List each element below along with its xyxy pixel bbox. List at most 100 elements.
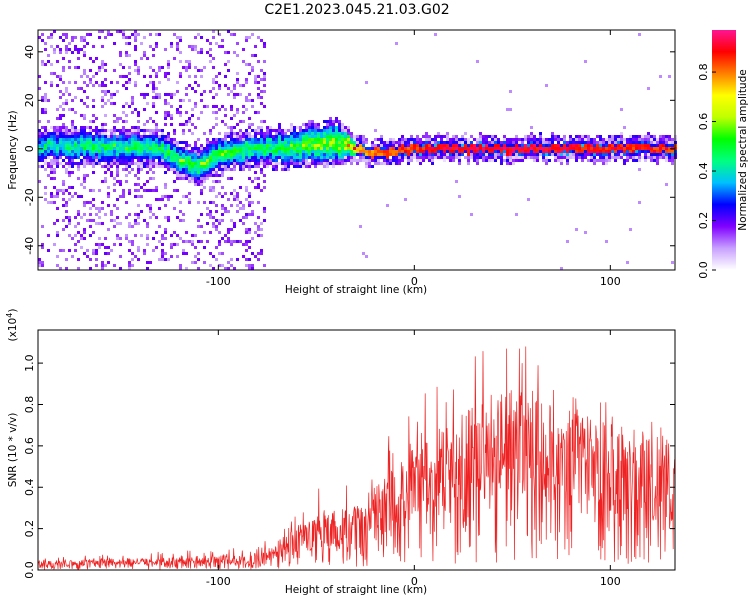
spectrogram-cell: [56, 195, 59, 198]
spectrogram-cell: [80, 129, 83, 132]
spectrogram-cell: [260, 102, 263, 105]
spectrogram-cell: [221, 39, 224, 42]
spectrogram-cell: [530, 153, 533, 156]
spectrogram-cell: [227, 51, 230, 54]
spectrogram-cell: [44, 132, 47, 135]
spectrogram-cell: [152, 87, 155, 90]
spectrogram-cell: [209, 252, 212, 255]
spectrogram-cell: [209, 171, 212, 174]
spectrogram-cell: [626, 261, 629, 264]
spectrogram-cell: [371, 147, 374, 150]
spectrogram-cell: [218, 231, 221, 234]
spectrogram-cell: [77, 147, 80, 150]
spectrogram-cell: [110, 81, 113, 84]
spectrogram-cell: [341, 126, 344, 129]
spectrogram-cell: [473, 147, 476, 150]
spectrogram-cell: [62, 198, 65, 201]
spectrogram-cell: [185, 231, 188, 234]
spectrogram-cell: [122, 30, 125, 33]
spectrogram-cell: [50, 159, 53, 162]
spectrogram-cell: [95, 150, 98, 153]
spectrogram-cell: [104, 252, 107, 255]
spectrogram-cell: [578, 153, 581, 156]
spectrogram-cell: [119, 147, 122, 150]
spectrogram-cell: [557, 153, 560, 156]
spectrogram-cell: [254, 153, 257, 156]
spectrogram-cell: [467, 153, 470, 156]
spectrogram-cell: [251, 213, 254, 216]
spectrogram-cell: [50, 165, 53, 168]
spectrogram-cell: [215, 75, 218, 78]
spectrogram-cell: [410, 138, 413, 141]
spectrogram-cell: [131, 102, 134, 105]
spectrogram-cell: [197, 159, 200, 162]
spectrogram-cell: [503, 159, 506, 162]
spectrogram-cell: [407, 162, 410, 165]
spectrogram-cell: [452, 135, 455, 138]
spectrogram-cell: [95, 252, 98, 255]
spectrogram-cell: [92, 144, 95, 147]
spectrogram-cell: [191, 168, 194, 171]
spectrogram-cell: [50, 150, 53, 153]
spectrogram-cell: [128, 150, 131, 153]
spectrogram-cell: [233, 114, 236, 117]
spectrogram-cell: [479, 147, 482, 150]
spectrogram-cell: [200, 213, 203, 216]
spectrogram-cell: [494, 153, 497, 156]
spectrogram-cell: [608, 156, 611, 159]
spectrogram-cell: [512, 141, 515, 144]
spectrogram-cell: [146, 237, 149, 240]
spectrogram-cell: [554, 150, 557, 153]
spectrogram-cell: [248, 228, 251, 231]
spectrogram-cell: [125, 42, 128, 45]
spectrogram-cell: [47, 150, 50, 153]
spectrogram-cell: [335, 159, 338, 162]
spectrogram-cell: [329, 159, 332, 162]
spectrogram-cell: [335, 144, 338, 147]
spectrogram-cell: [440, 141, 443, 144]
spectrogram-cell: [317, 159, 320, 162]
spectrogram-cell: [233, 84, 236, 87]
spectrogram-cell: [152, 120, 155, 123]
spectrogram-cell: [419, 150, 422, 153]
spectrogram-cell: [92, 135, 95, 138]
spectrogram-cell: [101, 63, 104, 66]
spectrogram-cell: [158, 141, 161, 144]
spectrogram-cell: [614, 156, 617, 159]
spectrogram-cell: [314, 162, 317, 165]
spectrogram-cell: [620, 135, 623, 138]
spectrogram-cell: [62, 153, 65, 156]
spectrogram-y-axis-title: Frequency (Hz): [7, 110, 19, 189]
spectrogram-cell: [263, 105, 266, 108]
spectrogram-cell: [44, 147, 47, 150]
spectrogram-cell: [152, 162, 155, 165]
spectrogram-cell: [275, 150, 278, 153]
spectrogram-cell: [614, 141, 617, 144]
spectrogram-cell: [74, 216, 77, 219]
spectrogram-cell: [248, 126, 251, 129]
spectrogram-cell: [215, 138, 218, 141]
spectrogram-cell: [206, 162, 209, 165]
spectrogram-cell: [293, 156, 296, 159]
spectrogram-cell: [551, 150, 554, 153]
spectrogram-cell: [164, 138, 167, 141]
spectrogram-cell: [278, 147, 281, 150]
spectrogram-cell: [644, 135, 647, 138]
spectrogram-cell: [515, 156, 518, 159]
spectrogram-cell: [626, 138, 629, 141]
spectrogram-cell: [239, 207, 242, 210]
spectrogram-cell: [125, 237, 128, 240]
spectrogram-cell: [299, 135, 302, 138]
spectrogram-cell: [650, 156, 653, 159]
spectrogram-cell: [593, 156, 596, 159]
spectrogram-cell: [284, 168, 287, 171]
spectrogram-cell: [233, 159, 236, 162]
spectrogram-cell: [113, 177, 116, 180]
spectrogram-cell: [656, 153, 659, 156]
spectrogram-cell: [641, 150, 644, 153]
spectrogram-cell: [335, 117, 338, 120]
spectrogram-cell: [224, 267, 227, 270]
spectrogram-cell: [626, 147, 629, 150]
spectrogram-cell: [392, 147, 395, 150]
spectrogram-cell: [215, 195, 218, 198]
